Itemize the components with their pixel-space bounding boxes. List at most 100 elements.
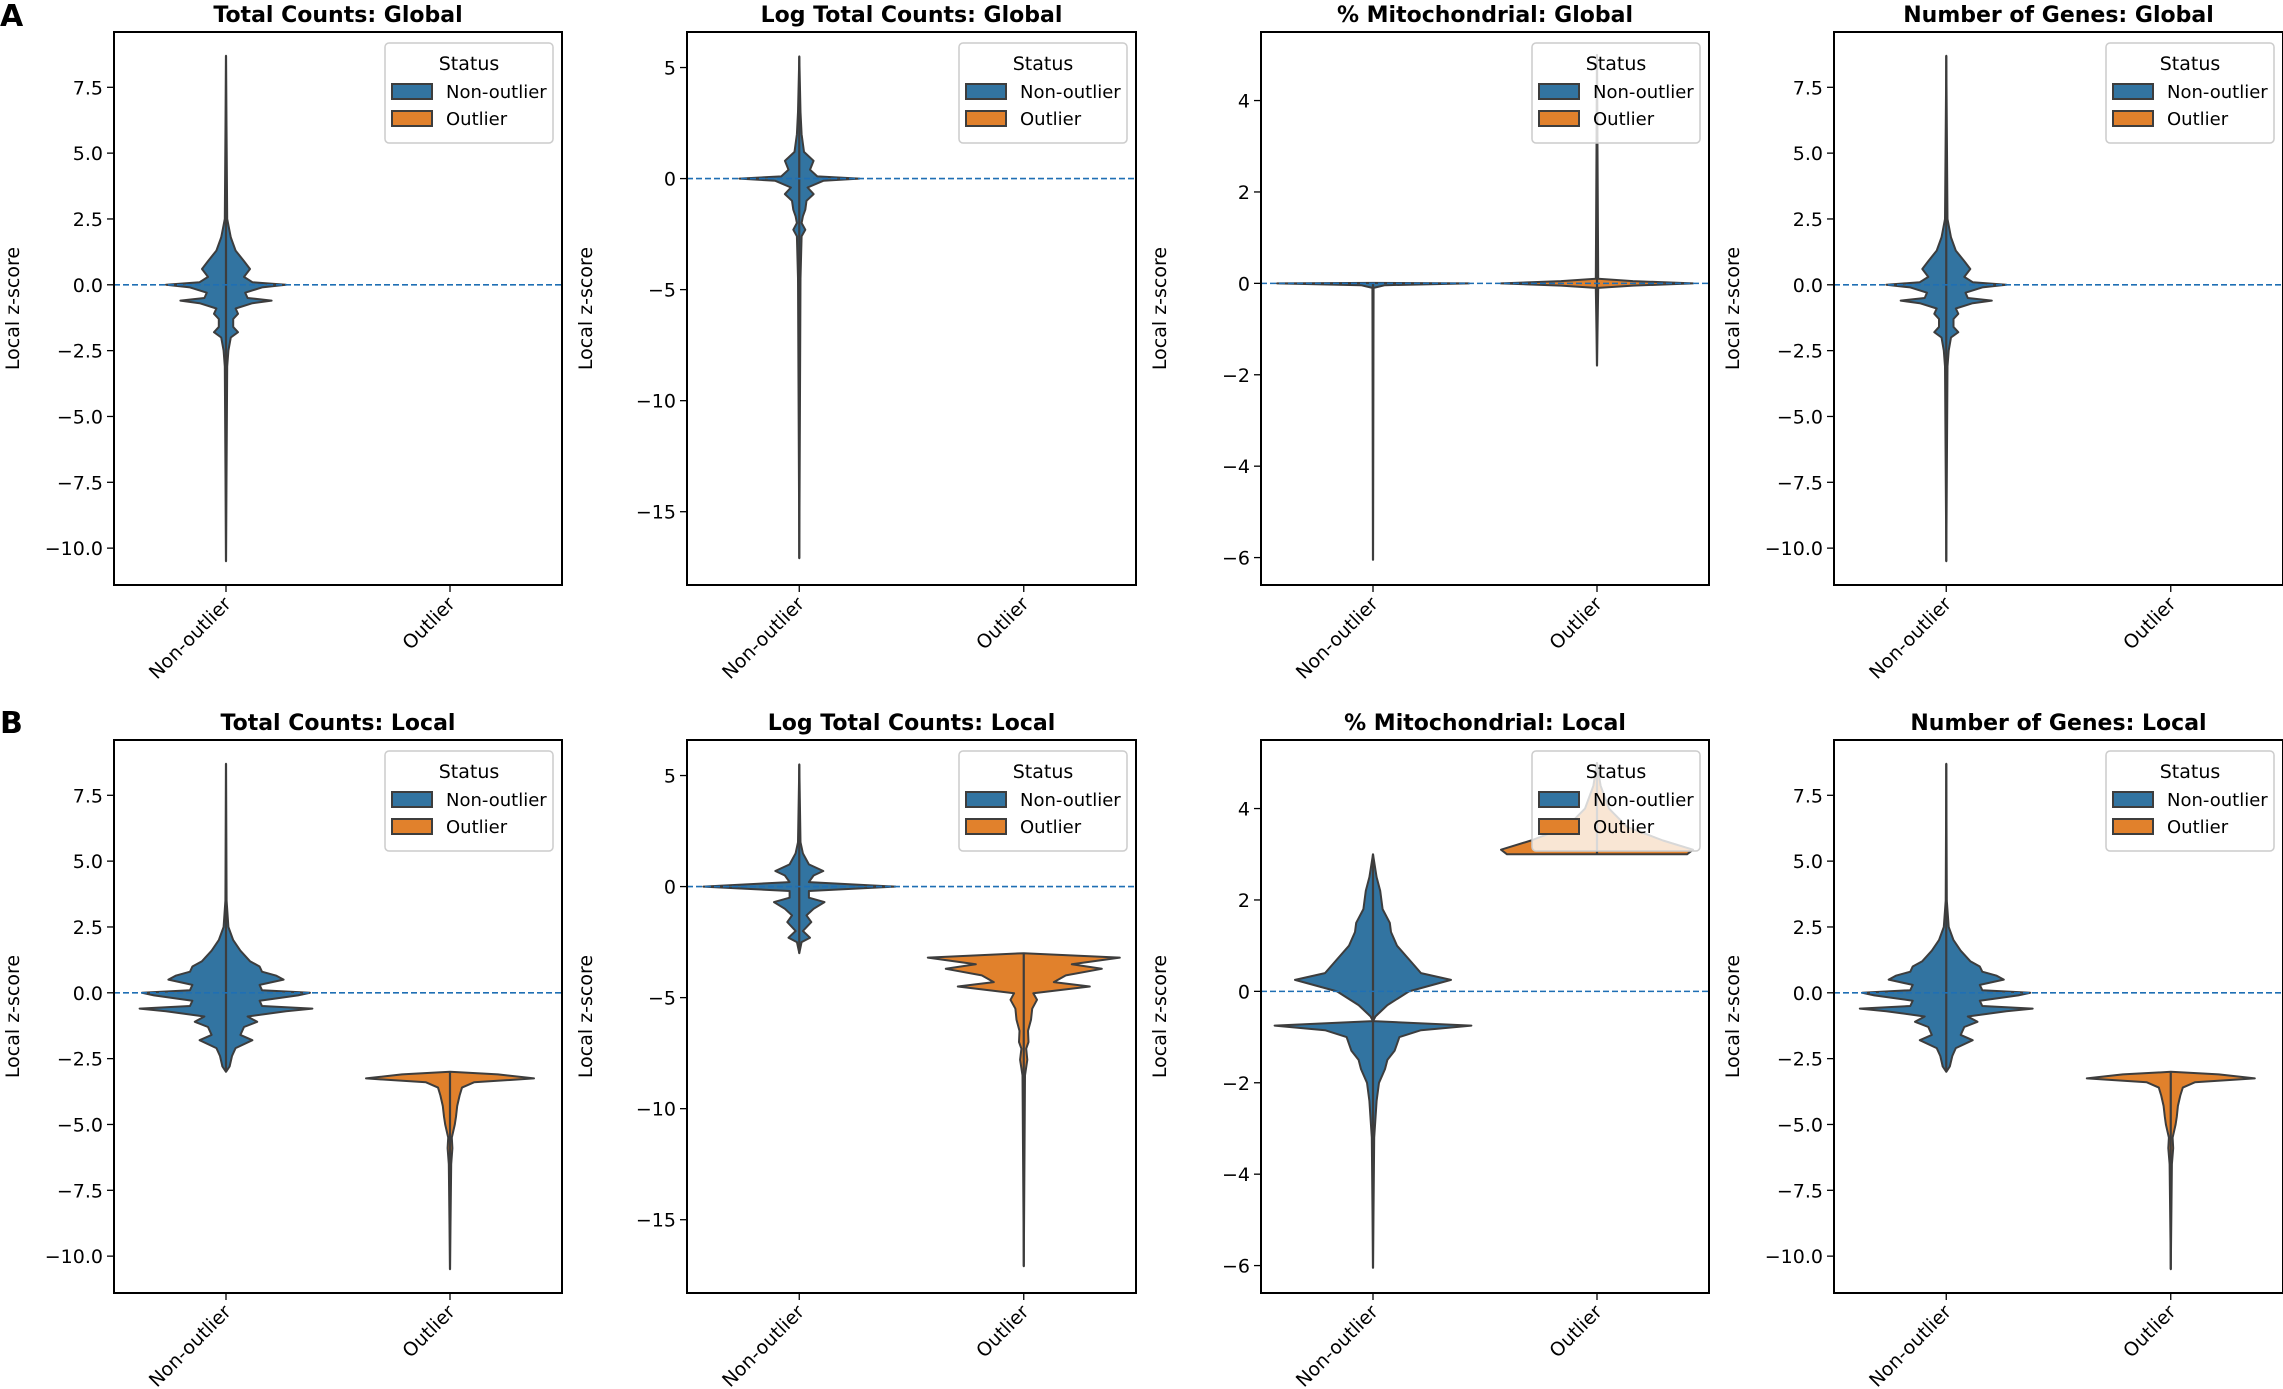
subplot-title: % Mitochondrial: Global <box>1337 3 1633 28</box>
legend-title: Status <box>2160 53 2221 75</box>
y-tick-label: −15 <box>636 502 676 524</box>
x-tick-label: Outlier <box>972 593 1033 654</box>
y-tick-label: −2 <box>1222 1073 1250 1095</box>
x-tick-label: Outlier <box>398 593 459 654</box>
y-tick-label: 4 <box>1238 799 1250 821</box>
legend-swatch-outlier <box>1538 818 1580 835</box>
plot-area <box>1834 762 2283 1271</box>
legend-swatch-non-outlier <box>1538 83 1580 100</box>
plot-area <box>687 55 1136 560</box>
legend: Status Non-outlier Outlier <box>958 750 1128 852</box>
subplot-3: Number of Genes: Global Local z-score −10.… <box>1722 3 2283 684</box>
y-tick-label: 0 <box>664 877 676 899</box>
y-tick-label: −2.5 <box>57 341 103 363</box>
x-tick-label: Outlier <box>972 1301 1033 1362</box>
legend-entry-label: Outlier <box>1593 817 1655 838</box>
y-axis-label: Local z-score <box>1149 955 1171 1078</box>
x-tick-label: Non-outlier <box>1292 593 1383 684</box>
axes-frame <box>113 739 563 1294</box>
y-tick-label: 2 <box>1238 890 1250 912</box>
legend-entry-label: Outlier <box>446 817 508 838</box>
x-tick-label: Non-outlier <box>718 593 809 684</box>
legend-swatch-outlier <box>965 110 1007 127</box>
x-tick-label: Outlier <box>398 1301 459 1362</box>
y-axis-label: Local z-score <box>1149 247 1171 370</box>
subplot-1: Log Total Counts: Global Local z-score −15… <box>575 3 1137 684</box>
y-tick-label: −4 <box>1222 456 1250 478</box>
subplot-5: Log Total Counts: Local Local z-score −15 −… <box>575 711 1137 1389</box>
y-axis-label: Local z-score <box>575 955 597 1078</box>
y-tick-label: −10 <box>636 391 676 413</box>
legend-title: Status <box>2160 761 2221 783</box>
x-tick-label: Outlier <box>1545 1301 1606 1362</box>
x-tick-label: Outlier <box>2119 593 2180 654</box>
legend-entry-label: Outlier <box>446 109 508 130</box>
legend-title: Status <box>439 53 500 75</box>
y-tick-label: 0.0 <box>73 275 103 297</box>
axes-frame <box>686 739 1137 1294</box>
x-tick-label: Outlier <box>1545 593 1606 654</box>
y-tick-label: 7.5 <box>73 785 103 807</box>
y-tick-label: −2.5 <box>1777 1049 1823 1071</box>
y-tick-label: 4 <box>1238 91 1250 113</box>
y-tick-label: −5.0 <box>57 1114 103 1136</box>
panel-letter-a: A <box>0 0 24 34</box>
subplot-title: Number of Genes: Local <box>1910 711 2206 736</box>
legend: Status Non-outlier Outlier <box>1531 750 1701 852</box>
legend-entry-label: Non-outlier <box>1593 82 1694 103</box>
y-tick-label: −2.5 <box>1777 341 1823 363</box>
legend-entry-label: Non-outlier <box>1593 790 1694 811</box>
y-tick-label: −10.0 <box>1765 538 1823 560</box>
subplot-title: % Mitochondrial: Local <box>1344 711 1626 736</box>
legend-title: Status <box>1013 761 1074 783</box>
y-tick-label: 0 <box>664 169 676 191</box>
y-tick-label: −5 <box>648 280 676 302</box>
y-tick-label: 2.5 <box>1793 917 1823 939</box>
subplot-2: % Mitochondrial: Global Local z-score −6 −4… <box>1149 3 1710 684</box>
y-axis-label: Local z-score <box>1722 955 1744 1078</box>
x-tick-label: Non-outlier <box>1865 1301 1956 1389</box>
legend-entry-label: Non-outlier <box>1020 790 1121 811</box>
legend: Status Non-outlier Outlier <box>384 42 554 144</box>
subplot-7: Number of Genes: Local Local z-score −10.0… <box>1722 711 2283 1389</box>
legend-swatch-outlier <box>965 818 1007 835</box>
y-axis-label: Local z-score <box>2 955 24 1078</box>
x-tick-label: Outlier <box>2119 1301 2180 1362</box>
y-tick-label: 5.0 <box>1793 851 1823 873</box>
subplot-title: Total Counts: Local <box>221 711 456 736</box>
subplot-title: Log Total Counts: Global <box>761 3 1063 28</box>
legend: Status Non-outlier Outlier <box>2105 750 2275 852</box>
y-tick-label: −7.5 <box>57 472 103 494</box>
legend-swatch-outlier <box>2112 110 2154 127</box>
y-tick-label: −10.0 <box>1765 1246 1823 1268</box>
y-tick-label: 2.5 <box>1793 209 1823 231</box>
y-tick-label: 0 <box>1238 981 1250 1003</box>
subplot-4: Total Counts: Local Local z-score −10.0 −7.… <box>2 711 563 1389</box>
subplot-0: Total Counts: Global Local z-score −10.0 −7… <box>2 3 563 684</box>
legend-swatch-non-outlier <box>1538 791 1580 808</box>
y-tick-label: −5.0 <box>57 406 103 428</box>
y-tick-label: −2.5 <box>57 1049 103 1071</box>
y-tick-label: −6 <box>1222 1256 1250 1278</box>
y-tick-label: −15 <box>636 1210 676 1232</box>
plot-area <box>687 763 1136 1268</box>
legend-title: Status <box>439 761 500 783</box>
y-tick-label: −10.0 <box>45 538 103 560</box>
x-tick-label: Non-outlier <box>718 1301 809 1389</box>
y-tick-label: 2.5 <box>73 917 103 939</box>
legend-entry-label: Outlier <box>1020 817 1082 838</box>
y-tick-label: −6 <box>1222 548 1250 570</box>
legend-entry-label: Non-outlier <box>446 790 547 811</box>
plot-area <box>114 762 562 1271</box>
axes-frame <box>1833 739 2283 1294</box>
legend-swatch-outlier <box>391 818 433 835</box>
legend-entry-label: Non-outlier <box>2167 790 2268 811</box>
axes-frame <box>1833 31 2283 586</box>
y-tick-label: −4 <box>1222 1164 1250 1186</box>
y-tick-label: 5.0 <box>73 143 103 165</box>
legend-title: Status <box>1586 761 1647 783</box>
legend: Status Non-outlier Outlier <box>1531 42 1701 144</box>
y-tick-label: 5 <box>664 58 676 80</box>
legend-entry-label: Non-outlier <box>446 82 547 103</box>
